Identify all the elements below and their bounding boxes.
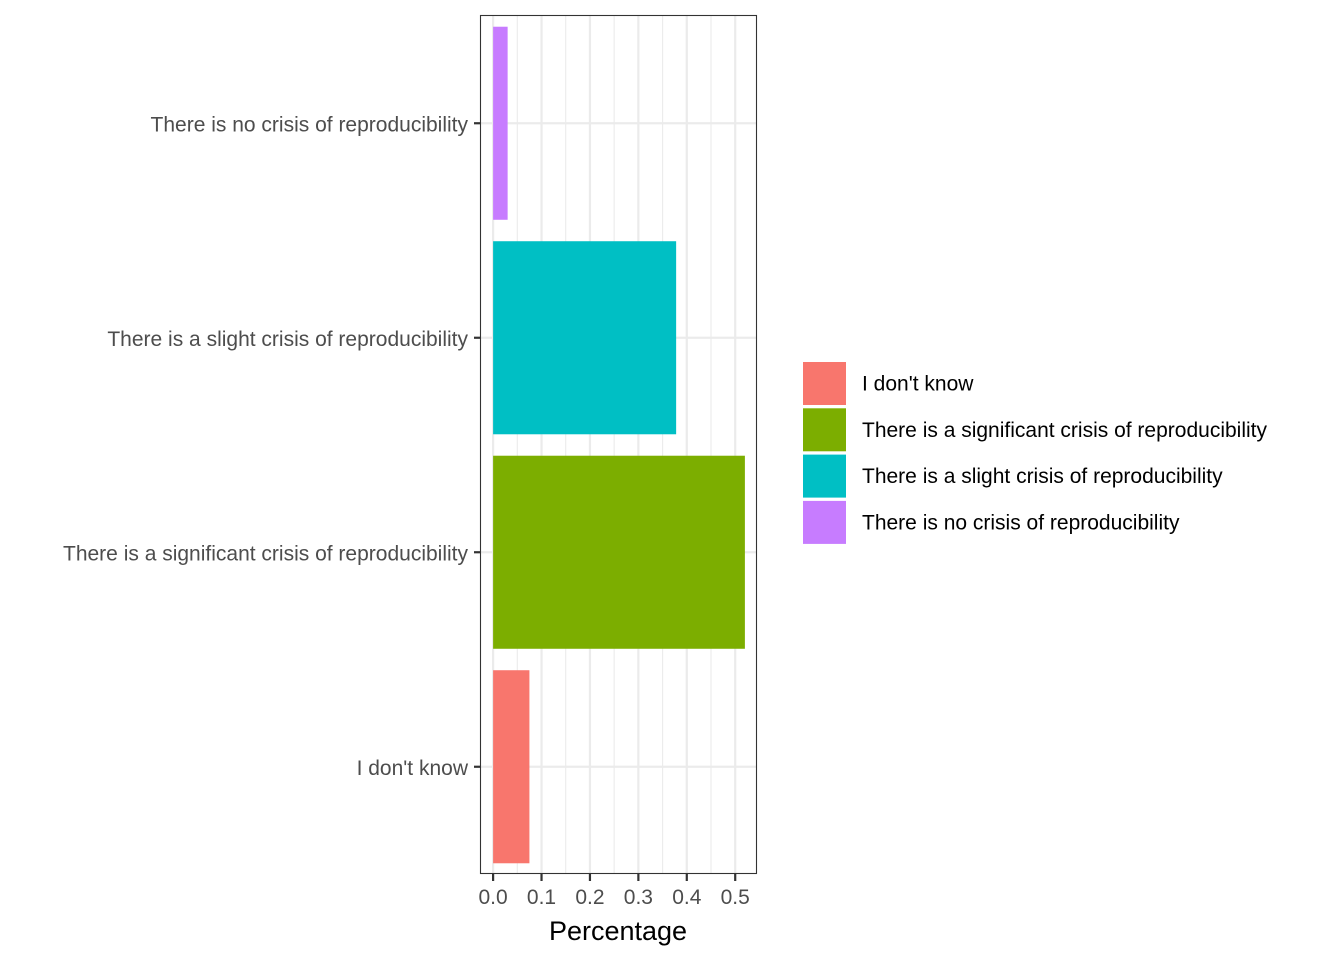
legend-key	[803, 500, 846, 544]
x-tick-label: 0.3	[624, 886, 653, 909]
x-tick-label: 0.5	[721, 886, 750, 909]
bar	[493, 670, 530, 864]
y-tick-label: There is no crisis of reproducibility	[151, 113, 469, 136]
x-axis: 0.0 0.1 0.2 0.3 0.4 0.5	[479, 874, 750, 909]
bar	[493, 26, 508, 220]
grid-lines	[481, 16, 757, 874]
legend-key	[803, 408, 846, 452]
x-axis-title: Percentage	[549, 916, 687, 946]
y-tick-label: There is a significant crisis of reprodu…	[63, 542, 468, 565]
x-tick-label: 0.2	[575, 886, 604, 909]
legend-key	[803, 362, 846, 405]
legend-key	[803, 454, 846, 498]
y-tick-label: There is a slight crisis of reproducibil…	[107, 328, 468, 351]
legend-label: There is a slight crisis of reproducibil…	[862, 465, 1223, 488]
x-tick-label: 0.4	[672, 886, 702, 909]
y-tick-label: I don't know	[357, 757, 469, 780]
legend-label: There is no crisis of reproducibility	[862, 511, 1180, 534]
x-tick-label: 0.0	[479, 886, 508, 909]
x-tick-label: 0.1	[527, 886, 556, 909]
legend-label: I don't know	[862, 373, 974, 396]
bars	[493, 26, 745, 864]
legend-label: There is a significant crisis of reprodu…	[862, 419, 1267, 442]
bar	[493, 455, 745, 649]
plot-panel-border	[479, 14, 758, 875]
bar	[493, 241, 677, 435]
legend: I don't know There is a significant crisi…	[803, 362, 1267, 544]
y-axis: I don't know There is a significant crisi…	[63, 113, 481, 780]
